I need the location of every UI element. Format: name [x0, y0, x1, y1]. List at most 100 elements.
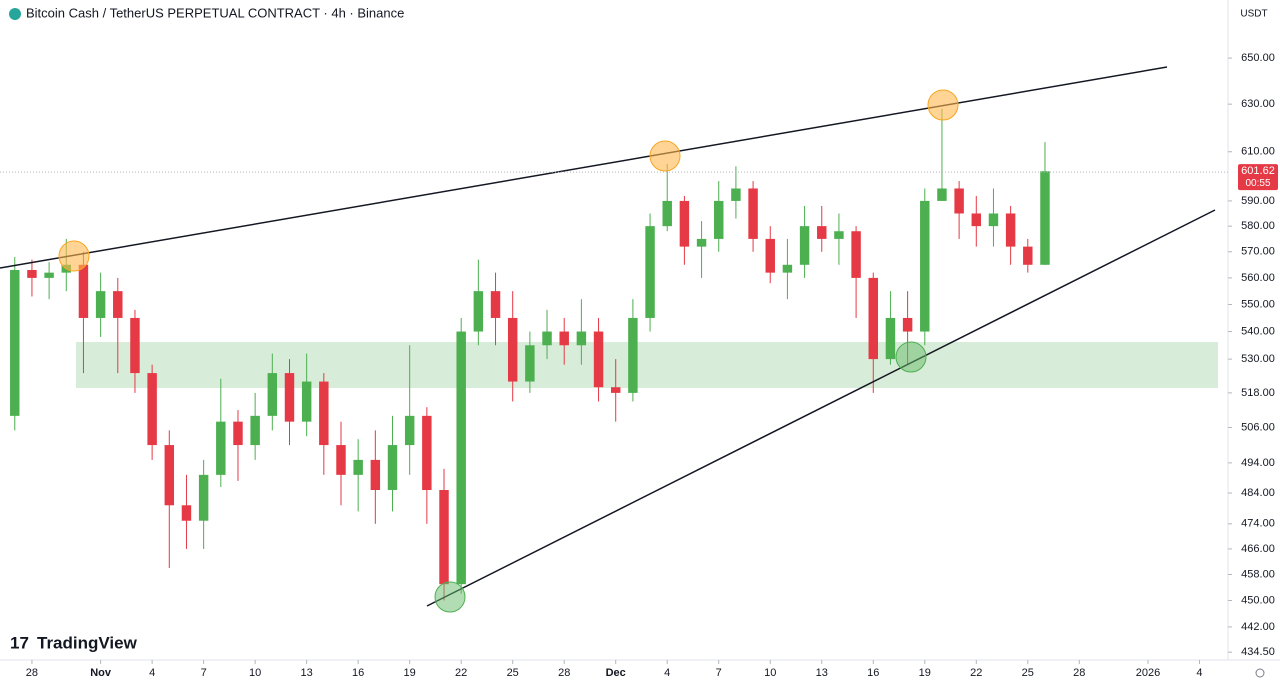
candle-body: [284, 373, 295, 422]
candle-body: [456, 331, 466, 585]
candle-body: [387, 445, 398, 490]
candle-body: [765, 238, 775, 273]
x-tick-label: 13: [816, 667, 828, 679]
candle-body: [662, 200, 672, 227]
x-tick-label: 22: [970, 667, 982, 679]
candle-body: [27, 270, 37, 278]
brand-logo-mark: 17: [10, 633, 29, 652]
y-tick-label: 484.00: [1241, 487, 1275, 499]
candle-body: [216, 421, 226, 475]
x-tick-label: 4: [664, 667, 670, 679]
x-tick-label: 10: [764, 667, 776, 679]
lower-trendline: [426, 209, 1216, 607]
candle-body: [1005, 213, 1016, 247]
candle-body: [404, 415, 415, 446]
x-tick-label: 4: [149, 667, 155, 679]
candle-body: [696, 238, 707, 247]
x-tick-label: 28: [26, 667, 38, 679]
candle-body: [542, 331, 552, 346]
y-tick-label: 434.50: [1241, 646, 1275, 658]
candle-body: [250, 415, 260, 446]
x-tick-label: 4: [1196, 667, 1202, 679]
x-tick-label: 25: [507, 667, 519, 679]
candle-body: [834, 231, 844, 239]
candle-body: [902, 317, 913, 332]
candle-body: [851, 231, 861, 278]
y-tick-label: 540.00: [1241, 325, 1275, 337]
x-tick-label: 16: [867, 667, 879, 679]
candle-body: [937, 188, 947, 201]
touch-marker: [58, 240, 90, 272]
x-tick-label: 19: [919, 667, 931, 679]
last-price-tag: [1238, 164, 1278, 191]
candle-body: [782, 264, 793, 273]
touch-marker: [434, 581, 466, 613]
candle-body: [147, 373, 157, 446]
candle-body: [267, 373, 278, 416]
candles: [10, 108, 1050, 601]
y-tick-label: 570.00: [1241, 246, 1275, 258]
y-tick-label: 650.00: [1241, 52, 1275, 64]
y-tick-label: 580.00: [1241, 220, 1275, 232]
candle-body: [422, 415, 432, 490]
touch-marker: [649, 140, 681, 172]
candle-body: [95, 291, 106, 318]
y-tick-label: 494.00: [1241, 457, 1275, 469]
candle-body: [319, 381, 329, 446]
candle-body: [645, 226, 655, 318]
candle-body: [559, 331, 569, 346]
x-tick-label: 10: [249, 667, 261, 679]
candle-body: [988, 213, 999, 227]
candle-body: [233, 421, 243, 446]
currency[interactable]: USDT: [1240, 9, 1267, 20]
candle-body: [370, 459, 381, 490]
candle-body: [198, 474, 209, 521]
candle-body: [130, 317, 140, 374]
y-tick-label: 610.00: [1241, 146, 1275, 158]
candle-body: [971, 213, 982, 227]
x-tick-label: 16: [352, 667, 364, 679]
brand-logo: TradingView: [37, 633, 138, 652]
candle-body: [490, 291, 501, 318]
x-tick-label: 7: [201, 667, 207, 679]
candle-body: [885, 317, 896, 360]
candle-body: [181, 505, 192, 521]
y-tick-label: 560.00: [1241, 272, 1275, 284]
y-tick-label: 630.00: [1241, 98, 1275, 110]
candle-body: [748, 188, 758, 239]
candle-body: [714, 200, 724, 239]
settings-icon[interactable]: [1255, 668, 1265, 678]
candle-body: [679, 200, 690, 247]
x-tick-label: Nov: [90, 667, 112, 679]
candle-body: [1023, 246, 1033, 265]
candle-body: [78, 264, 89, 318]
candle-body: [301, 381, 312, 422]
candle-body: [868, 277, 878, 360]
x-tick-label: 28: [1073, 667, 1085, 679]
candle-body: [439, 489, 449, 585]
x-tick-label: 19: [404, 667, 416, 679]
touch-marker: [895, 341, 927, 373]
candle-body: [593, 331, 604, 388]
candle-body: [473, 291, 484, 332]
y-tick-label: 458.00: [1241, 568, 1275, 580]
x-tick-label: 13: [301, 667, 313, 679]
chart-title: Bitcoin Cash / TetherUS PERPETUAL CONTRA…: [26, 5, 404, 20]
candle-body: [817, 226, 827, 239]
touch-marker: [927, 89, 959, 121]
candle-body: [44, 272, 54, 278]
symbol-icon: [9, 8, 21, 20]
x-tick-label: 25: [1022, 667, 1034, 679]
candle-body: [10, 270, 20, 416]
candle-body: [610, 387, 621, 393]
candle-body: [954, 188, 964, 214]
candle-body: [336, 445, 346, 475]
x-tick-label: 28: [558, 667, 570, 679]
support-zone: [76, 342, 1218, 388]
candle-body: [920, 200, 930, 332]
y-tick-label: 466.00: [1241, 543, 1275, 555]
x-tick-label: 7: [716, 667, 722, 679]
y-tick-label: 474.00: [1241, 518, 1275, 530]
